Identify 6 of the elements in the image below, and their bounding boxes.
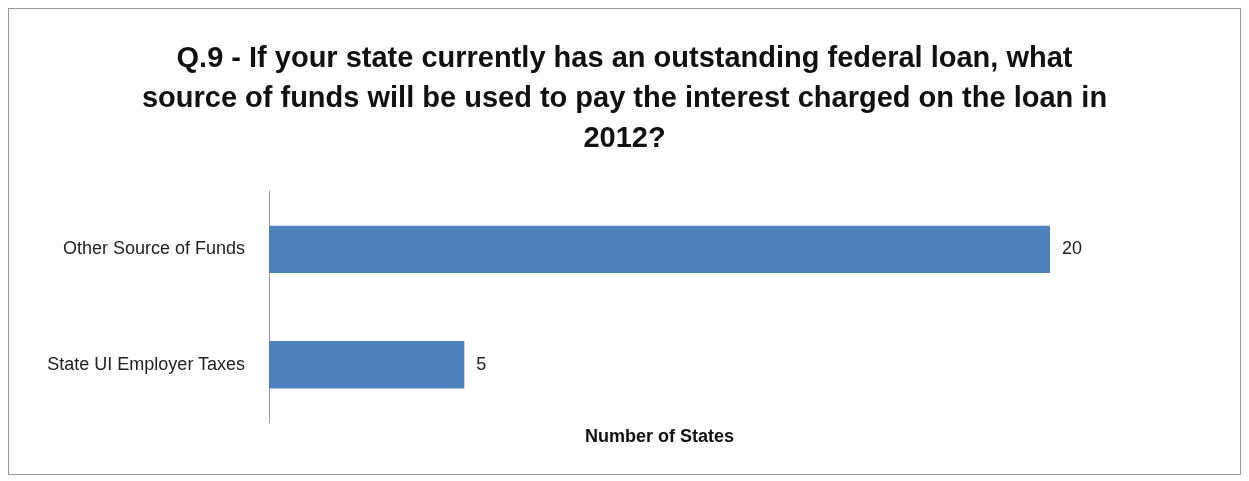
x-axis-title: Number of States [585, 426, 735, 447]
y-tick-label: State UI Employer Taxes [47, 353, 246, 374]
chart-title: Q.9 - If your state currently has an outstanding federal loan, what source of funds will be used to pay the interest charged on the loan in 2012? [140, 40, 1109, 155]
data-label: 5 [476, 353, 487, 374]
y-tick-label: Other Source of Funds [62, 238, 246, 259]
data-label: 20 [1062, 238, 1083, 259]
